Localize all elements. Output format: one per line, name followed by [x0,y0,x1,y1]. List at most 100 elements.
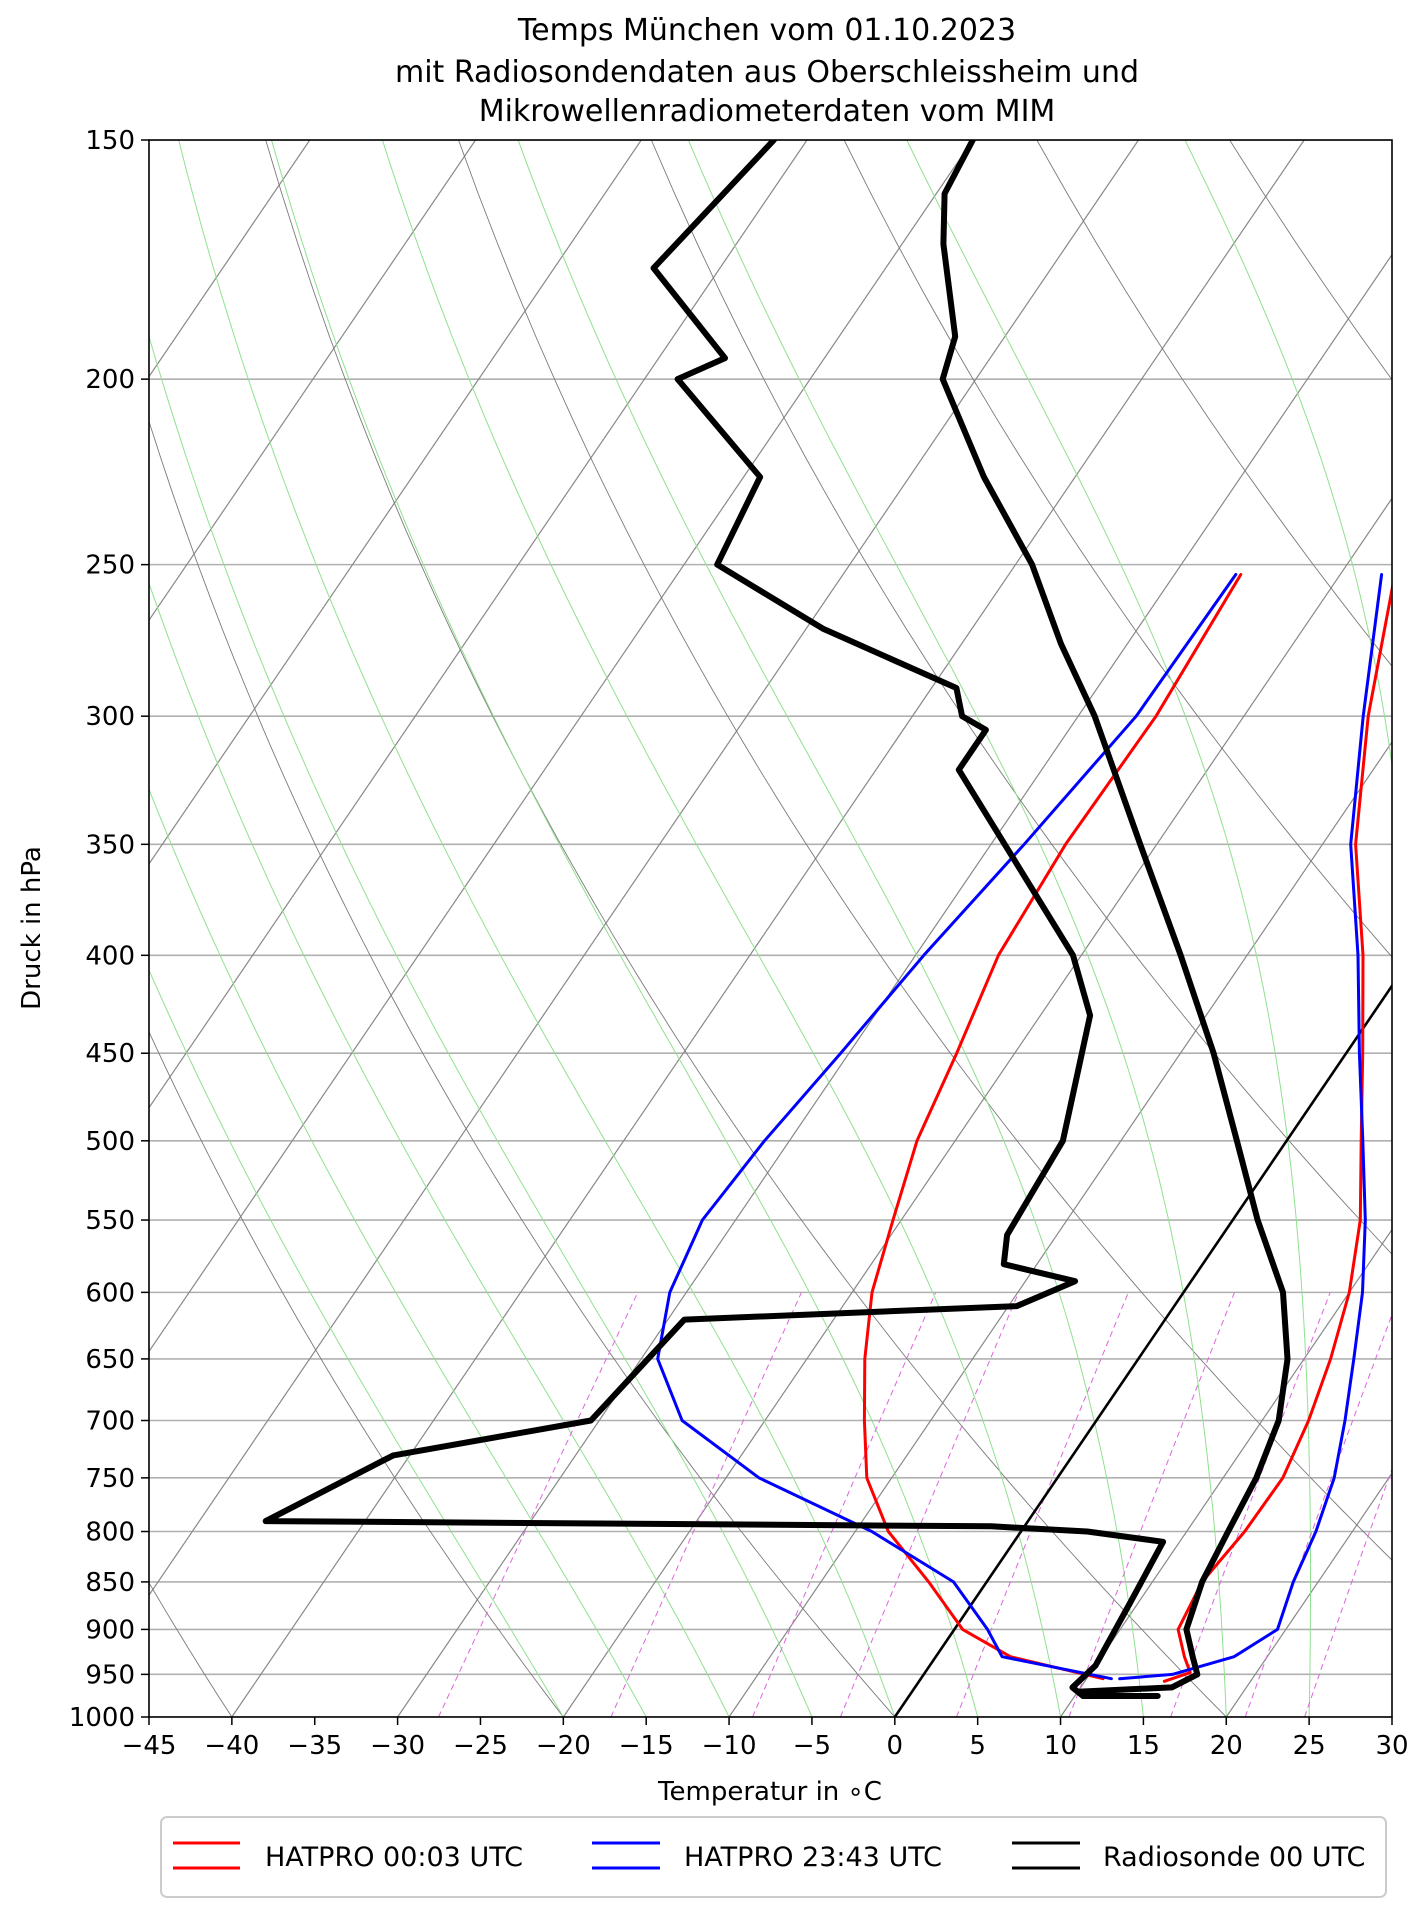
series-line [1118,573,1384,1681]
moist-adiabat [149,968,564,1717]
dry-adiabat [650,140,1392,1255]
y-tick-label: 650 [85,1345,135,1375]
mixing-ratio-line [438,1292,639,1717]
y-tick-label: 1000 [69,1703,135,1733]
y-tick-label: 500 [85,1127,135,1157]
series-line [1162,581,1392,1683]
plot-frame [148,139,1393,1718]
isotherm-line [149,140,477,622]
series-line [262,140,1167,1699]
y-tick-label: 900 [85,1615,135,1645]
moist-adiabat [906,140,1311,1717]
series-line [656,573,1238,1681]
isotherm-line [149,140,808,1109]
mixing-ratio-line [1244,1313,1392,1717]
legend-item-hatpro-0003: HATPRO 00:03 UTC [173,1841,523,1873]
moist-adiabat [381,140,1061,1717]
moist-adiabat [178,140,896,1717]
y-axis-label: Druck in hPa [17,846,47,1010]
y-tick-label: 150 [85,126,135,156]
series-layer [262,140,1392,1699]
moist-adiabat [149,787,647,1717]
mixing-ratio-line [1068,1292,1235,1717]
isotherm-line [894,984,1392,1717]
grid-layer [149,140,1427,1717]
x-tick-label: −20 [536,1731,591,1761]
y-tick-label: 550 [85,1206,135,1236]
moist-adiabat [149,334,813,1717]
x-tick-label: −45 [122,1731,177,1761]
legend-item-radiosonde: Radiosonde 00 UTC [1012,1841,1365,1873]
moist-adiabat [271,140,979,1717]
mixing-ratio-line [752,1292,937,1717]
x-tick-label: 5 [969,1731,986,1761]
dry-adiabat [1229,140,1392,381]
x-tick-label: −15 [619,1731,674,1761]
x-tick-label: −40 [204,1731,259,1761]
y-tick-label: 950 [85,1660,135,1690]
x-tick-label: 15 [1127,1731,1160,1761]
mixing-ratio-line [956,1292,1129,1717]
x-tick-label: 30 [1375,1731,1408,1761]
y-tick-label: 450 [85,1039,135,1069]
moist-adiabat [517,140,1144,1717]
x-tick-label: 20 [1210,1731,1243,1761]
y-tick-label: 250 [85,551,135,581]
x-axis: −45 −40 −35 −30 −25 −20 −15 −10 −5 0 5 10 15 20 25 30 [122,1717,1409,1761]
x-tick-label: −5 [793,1731,831,1761]
dry-adiabat [265,140,1227,1717]
y-tick-label: 850 [85,1568,135,1598]
legend: HATPRO 00:03 UTC HATPRO 23:43 UTC Radios… [160,1816,1387,1898]
x-tick-label: 25 [1293,1731,1326,1761]
legend-label: HATPRO 23:43 UTC [684,1842,942,1873]
y-tick-label: 400 [85,941,135,971]
mixing-ratio-line [1304,1467,1392,1717]
series-line [939,140,1291,1695]
mixing-ratio-line [1396,1292,1427,1717]
y-tick-label: 700 [85,1407,135,1437]
legend-item-hatpro-2343: HATPRO 23:43 UTC [592,1841,942,1873]
mixing-ratio-line [839,1292,1020,1717]
y-tick-label: 600 [85,1278,135,1308]
isotherm-line [562,497,1392,1717]
dry-adiabat [149,1030,564,1717]
zero-isotherm-line [893,983,1392,1717]
isotherm-line [728,741,1392,1717]
x-tick-label: −25 [453,1731,508,1761]
y-axis: 150 200 250 300 350 400 450 500 550 600 650 700 750 8… [69,126,149,1733]
dry-adiabat [1422,140,1427,1717]
moist-adiabat [1184,140,1392,1717]
y-tick-label: 750 [85,1464,135,1494]
isotherm-line [149,140,1139,1597]
series-line [862,573,1243,1681]
dry-adiabat [843,140,1392,958]
title-line-2: mit Radiosondendaten aus Oberschleisshei… [395,55,1139,90]
isotherm-line [231,140,1305,1717]
y-tick-label: 350 [85,830,135,860]
legend-label: Radiosonde 00 UTC [1103,1842,1365,1873]
dry-adiabat [149,1582,233,1717]
x-tick-label: −10 [702,1731,757,1761]
x-tick-label: 10 [1044,1731,1077,1761]
dry-adiabat [458,140,1392,1561]
x-tick-label: −35 [287,1731,342,1761]
x-tick-label: −30 [370,1731,425,1761]
dry-adiabat [149,420,896,1717]
y-tick-label: 800 [85,1518,135,1548]
title-line-1: Temps München vom 01.10.2023 [517,13,1016,48]
legend-label: HATPRO 00:03 UTC [265,1842,523,1873]
isotherm-line [149,140,974,1353]
isotherm-line [149,140,642,866]
y-tick-label: 200 [85,365,135,395]
dry-adiabat [1036,140,1392,667]
mixing-ratio-line [610,1292,802,1717]
isotherm-line [397,253,1392,1717]
legend-box [160,1816,1387,1898]
isotherm-line [1060,1228,1392,1717]
isotherm-line [1391,1715,1392,1717]
y-tick-label: 300 [85,702,135,732]
moist-adiabat [687,140,1227,1717]
moist-adiabat [149,581,730,1717]
x-tick-label: 0 [887,1731,904,1761]
